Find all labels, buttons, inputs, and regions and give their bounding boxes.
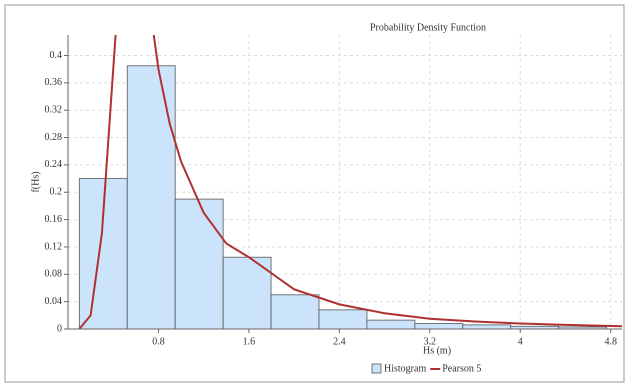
y-tick-label: 0.2 bbox=[50, 187, 63, 198]
legend-swatch bbox=[371, 363, 382, 374]
y-tick-label: 0.08 bbox=[45, 269, 63, 280]
legend-label: Histogram bbox=[384, 363, 426, 374]
histogram-bar bbox=[270, 294, 320, 329]
y-tick-label: 0.16 bbox=[45, 214, 63, 225]
x-tick-label: 4 bbox=[518, 336, 523, 347]
histogram-bar bbox=[222, 256, 272, 329]
histogram-bar bbox=[414, 323, 464, 329]
legend: Histogram Pearson 5 bbox=[371, 363, 481, 374]
y-tick-label: 0.28 bbox=[45, 132, 63, 143]
density-curve bbox=[78, 35, 622, 329]
x-axis-label: Hs (m) bbox=[423, 345, 451, 356]
x-tick-label: 3.2 bbox=[424, 336, 437, 347]
y-axis-label: f(Hs) bbox=[30, 171, 41, 192]
histogram-bar bbox=[318, 309, 368, 329]
y-tick-label: 0.32 bbox=[45, 105, 63, 116]
histogram-bar bbox=[126, 65, 176, 329]
chart-title: Probability Density Function bbox=[370, 22, 486, 33]
histogram-bar bbox=[174, 198, 224, 329]
y-tick-label: 0 bbox=[57, 323, 62, 334]
legend-label: Pearson 5 bbox=[442, 363, 481, 374]
histogram-bar bbox=[462, 324, 512, 329]
y-tick-label: 0.12 bbox=[45, 241, 63, 252]
x-tick-label: 1.6 bbox=[243, 336, 256, 347]
x-tick-label: 0.8 bbox=[152, 336, 165, 347]
y-tick-label: 0.24 bbox=[45, 159, 63, 170]
histogram-bar bbox=[366, 319, 416, 329]
x-tick-label: 2.4 bbox=[333, 336, 346, 347]
plot-area bbox=[78, 35, 622, 329]
y-tick-label: 0.36 bbox=[45, 77, 63, 88]
x-tick-label: 4.8 bbox=[604, 336, 617, 347]
y-tick-label: 0.4 bbox=[50, 50, 63, 61]
y-tick-label: 0.04 bbox=[45, 296, 63, 307]
